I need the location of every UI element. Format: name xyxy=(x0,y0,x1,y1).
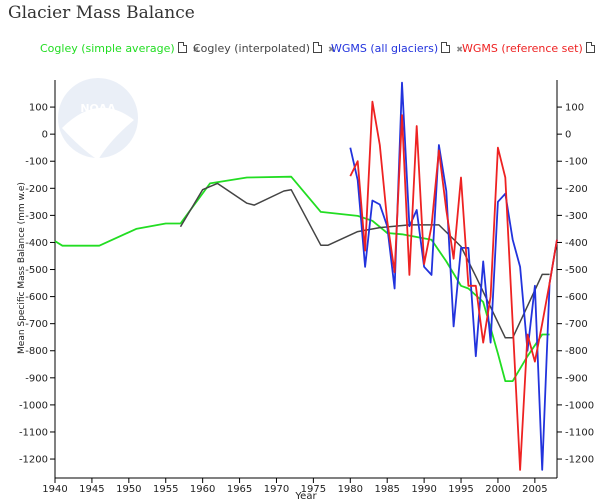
x-tick-label: 1945 xyxy=(79,484,104,495)
y-axis-label: Mean Specific Mass Balance (mm w.e) xyxy=(17,182,27,354)
x-tick-label: 1950 xyxy=(116,484,141,495)
y-tick-label-left: -700 xyxy=(25,319,48,330)
close-icon[interactable]: ✖ xyxy=(192,45,200,54)
y-tick-label-left: -200 xyxy=(25,184,48,195)
y-tick-label-right: -1200 xyxy=(565,455,594,466)
series-line-2[interactable] xyxy=(179,182,550,339)
legend-label: WGMS (all glaciers) xyxy=(331,42,439,55)
document-icon[interactable] xyxy=(313,42,323,53)
y-tick-label-right: -600 xyxy=(565,292,588,303)
x-tick-label: 1990 xyxy=(411,484,436,495)
x-tick-label: 1960 xyxy=(190,484,215,495)
y-tick-label-right: -700 xyxy=(565,319,588,330)
x-tick-label: 1995 xyxy=(448,484,473,495)
y-tick-label-right: -400 xyxy=(565,238,588,249)
x-tick-label: 1940 xyxy=(42,484,67,495)
legend-label: WGMS (reference set) xyxy=(462,42,583,55)
x-tick-label: 1970 xyxy=(264,484,289,495)
y-tick-label-right: -900 xyxy=(565,373,588,384)
y-tick-label-right: -300 xyxy=(565,211,588,222)
series-line-4[interactable] xyxy=(349,100,558,471)
y-tick-label-left: -400 xyxy=(25,238,48,249)
y-tick-label-left: -900 xyxy=(25,373,48,384)
chart-title: Glacier Mass Balance xyxy=(8,3,195,23)
x-tick-label: 1975 xyxy=(301,484,326,495)
y-tick-label-left: -500 xyxy=(25,265,48,276)
y-tick-label-right: -100 xyxy=(565,157,588,168)
y-tick-label-left: -1200 xyxy=(19,455,48,466)
x-axis-label: Year xyxy=(294,491,317,501)
x-tick-label: 1985 xyxy=(374,484,399,495)
y-tick-label-left: -300 xyxy=(25,211,48,222)
series-line-3[interactable] xyxy=(349,81,558,471)
y-tick-label-right: -800 xyxy=(565,346,588,357)
y-tick-label-right: -500 xyxy=(565,265,588,276)
x-tick-label: 2005 xyxy=(522,484,547,495)
y-tick-label-left: -1000 xyxy=(19,400,48,411)
document-icon[interactable] xyxy=(441,42,451,53)
x-tick-label: 2000 xyxy=(485,484,510,495)
legend-label: Cogley (interpolated) xyxy=(193,42,311,55)
y-tick-label-left: -800 xyxy=(25,346,48,357)
y-tick-label-left: -1100 xyxy=(19,427,48,438)
y-tick-label-right: -1000 xyxy=(565,400,594,411)
legend: Cogley (simple average) ✖ Cogley (interpo… xyxy=(0,42,600,66)
noaa-logo-watermark: NOAA xyxy=(58,78,138,160)
y-tick-label-right: -200 xyxy=(565,184,588,195)
y-tick-label-right: 100 xyxy=(565,103,584,114)
x-tick-label: 1980 xyxy=(338,484,363,495)
document-icon[interactable] xyxy=(585,42,595,53)
legend-item-wgms-all[interactable]: WGMS (all glaciers) ✖ xyxy=(331,42,463,55)
y-tick-label-left: 100 xyxy=(29,103,48,114)
legend-label: Cogley (simple average) xyxy=(40,42,175,55)
document-icon[interactable] xyxy=(177,42,187,53)
close-icon[interactable]: ✖ xyxy=(328,45,335,54)
y-tick-label-right: 0 xyxy=(565,130,571,141)
close-icon[interactable]: ✖ xyxy=(456,45,463,54)
legend-item-wgms-reference[interactable]: WGMS (reference set)✖ xyxy=(462,42,600,55)
y-tick-label-left: -100 xyxy=(25,157,48,168)
svg-text:NOAA: NOAA xyxy=(80,102,116,115)
y-tick-label-right: -1100 xyxy=(565,427,594,438)
legend-item-cogley-simple[interactable]: Cogley (simple average) ✖ xyxy=(40,42,199,55)
y-tick-label-left: 0 xyxy=(42,130,48,141)
y-tick-label-left: -600 xyxy=(25,292,48,303)
x-tick-label: 1965 xyxy=(227,484,252,495)
legend-item-cogley-interpolated[interactable]: Cogley (interpolated) ✖ xyxy=(193,42,335,55)
x-tick-label: 1955 xyxy=(153,484,178,495)
series-line-1[interactable] xyxy=(54,175,550,383)
